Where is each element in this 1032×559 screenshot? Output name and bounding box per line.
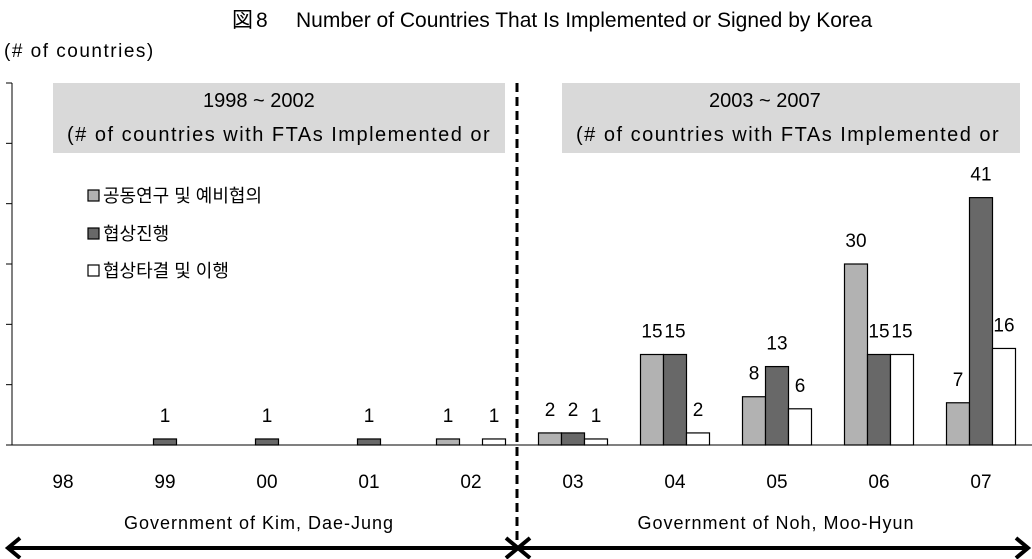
period-box-2003-2007: 2003 ~ 2007 (# of countries with FTAs Im… — [562, 83, 1020, 153]
bar — [662, 353, 688, 446]
x-tick-label: 05 — [766, 472, 787, 493]
bar — [152, 438, 178, 446]
bar-value-label: 1 — [443, 406, 454, 427]
x-tick-label: 98 — [52, 472, 73, 493]
x-tick-label: 01 — [358, 472, 379, 493]
chart-header: 図8 Number of Countries That Is Implement… — [4, 9, 873, 62]
bar-value-label: 1 — [591, 406, 602, 427]
bar — [481, 438, 507, 446]
bar — [560, 432, 586, 446]
bar — [889, 353, 915, 446]
bar-value-label: 2 — [568, 400, 579, 421]
bar-value-label: 15 — [664, 322, 685, 343]
legend-item: 공동연구 및 예비협의 — [87, 186, 262, 206]
bar-value-label: 1 — [489, 406, 500, 427]
bar — [991, 347, 1017, 446]
bar — [254, 438, 280, 446]
legend-item: 협상타결 및 이행 — [87, 261, 229, 281]
period-arrow-kim — [4, 536, 522, 559]
legend-label: 협상타결 및 이행 — [103, 261, 229, 281]
bar-value-label: 7 — [953, 370, 964, 391]
period-box-background — [53, 83, 505, 153]
bar — [968, 197, 994, 446]
bar-value-label: 2 — [693, 400, 704, 421]
arrow-head-right — [1014, 536, 1032, 559]
legend-label: 공동연구 및 예비협의 — [103, 186, 262, 206]
period-range-label: 1998 ~ 2002 — [203, 90, 315, 112]
arrow-head-left — [4, 536, 22, 559]
legend-swatch — [87, 264, 100, 277]
x-tick-label: 07 — [970, 472, 991, 493]
period-arrow-noh — [514, 536, 1032, 559]
x-tick-label: 03 — [562, 472, 583, 493]
bar-value-label: 2 — [545, 400, 556, 421]
bar — [639, 353, 665, 446]
x-tick-label: 06 — [868, 472, 889, 493]
bar-value-label: 15 — [891, 322, 912, 343]
bar — [435, 438, 461, 446]
period-range-label: 2003 ~ 2007 — [709, 90, 821, 112]
government-label-kim: Government of Kim, Dae-Jung — [124, 513, 394, 533]
chart-title: Number of Countries That Is Implemented … — [296, 9, 873, 32]
legend: 공동연구 및 예비협의 협상진행 협상타결 및 이행 — [87, 186, 262, 281]
bar-value-label: 1 — [364, 406, 375, 427]
y-axis-label: (# of countries) — [4, 41, 155, 62]
legend-swatch — [87, 227, 100, 240]
x-tick-label: 02 — [460, 472, 481, 493]
bar — [356, 438, 382, 446]
bar-value-label: 1 — [262, 406, 273, 427]
bar — [764, 365, 790, 446]
period-note-label: (# of countries with FTAs Implemented or — [67, 124, 491, 146]
bar — [537, 432, 563, 446]
bar-value-label: 1 — [160, 406, 171, 427]
arrow-head-left — [514, 536, 532, 559]
bar-value-label: 8 — [749, 364, 760, 385]
bar-value-label: 16 — [993, 315, 1014, 336]
period-box-background — [562, 83, 1020, 153]
figure-label: 図8 — [232, 9, 271, 32]
bar-value-label: 13 — [766, 334, 787, 355]
bar-value-label: 30 — [845, 231, 866, 252]
bar — [787, 408, 813, 446]
bar — [945, 402, 971, 446]
legend-label: 협상진행 — [103, 224, 169, 244]
bar-value-label: 41 — [970, 165, 991, 186]
bar-value-label: 15 — [641, 322, 662, 343]
period-box-1998-2002: 1998 ~ 2002 (# of countries with FTAs Im… — [53, 83, 505, 153]
legend-item: 협상진행 — [87, 224, 169, 244]
bar — [741, 396, 767, 446]
bar-value-label: 15 — [868, 322, 889, 343]
x-tick-label: 99 — [154, 472, 175, 493]
legend-swatch — [87, 189, 100, 202]
bar — [843, 263, 869, 446]
period-note-label: (# of countries with FTAs Implemented or — [576, 124, 1000, 146]
bar-value-label: 6 — [795, 376, 806, 397]
x-tick-label: 04 — [664, 472, 686, 493]
government-label-noh: Government of Noh, Moo-Hyun — [637, 513, 914, 533]
bar — [583, 438, 609, 446]
x-tick-label: 00 — [256, 472, 277, 493]
bar — [866, 353, 892, 446]
bar — [685, 432, 711, 446]
